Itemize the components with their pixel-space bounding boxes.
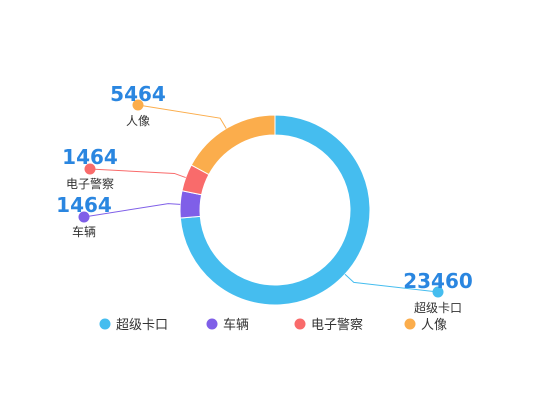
value-label-1: 23460 [403,269,473,293]
legend-marker-4[interactable] [404,318,416,330]
value-label-2: 1464 [56,193,112,217]
legend-label-1[interactable]: 超级卡口 [116,318,168,333]
name-label-3: 电子警察 [66,176,114,191]
legend-marker-3[interactable] [294,318,306,330]
legend-marker-2[interactable] [206,318,218,330]
leader-dot-1 [432,286,444,298]
leader-line-3 [89,168,186,179]
slice-1[interactable] [179,114,371,306]
slice-labels: 23460 超级卡口 1464 车辆 1464 电子警察 5464 人像 [56,82,473,315]
legend-label-3[interactable]: 电子警察 [311,317,363,333]
legend: 超级卡口 车辆 电子警察 人像 [99,317,447,333]
name-label-2: 车辆 [72,224,96,239]
value-label-3: 1464 [62,145,118,169]
legend-marker-1[interactable] [99,318,111,330]
leader-lines [78,99,444,298]
leader-line-4 [137,104,227,129]
leader-line-1 [344,273,439,293]
name-label-1: 超级卡口 [414,300,462,315]
legend-label-4[interactable]: 人像 [421,318,447,333]
leader-dot-3 [84,163,96,175]
slice-4[interactable] [190,114,276,176]
slices [179,114,371,306]
slice-2[interactable] [179,190,203,219]
name-label-4: 人像 [126,114,150,128]
leader-dot-2 [78,211,90,223]
legend-label-2[interactable]: 车辆 [223,317,249,333]
leader-dot-4 [132,99,144,111]
value-label-4: 5464 [110,82,166,106]
leader-line-2 [83,203,181,218]
